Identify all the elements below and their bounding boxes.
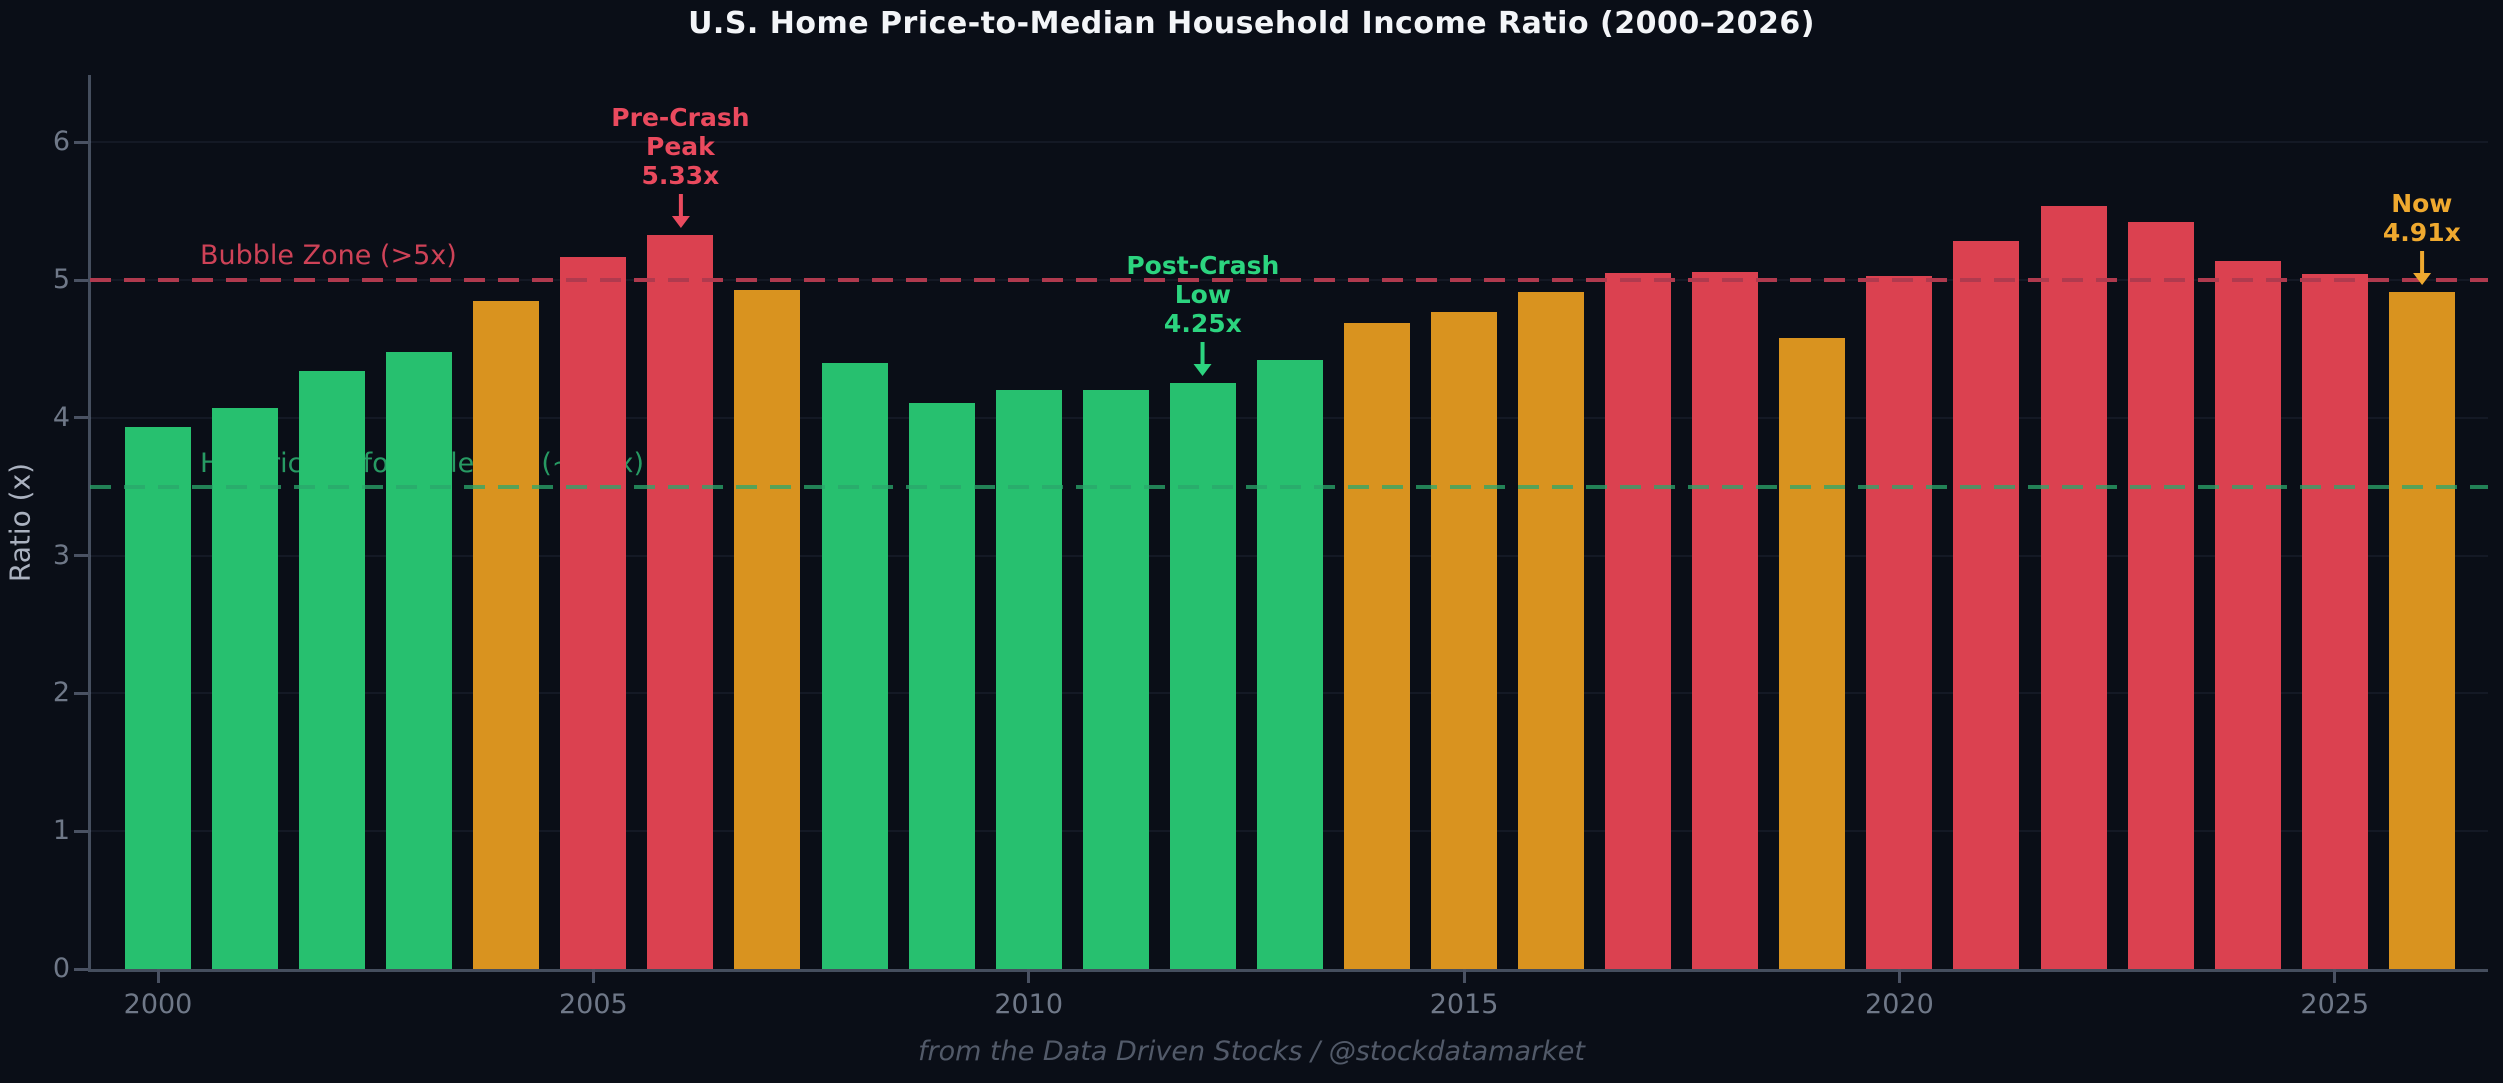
bar-2024	[2214, 260, 2281, 969]
annotation-line: Now	[2391, 189, 2453, 219]
chart-title: U.S. Home Price-to-Median Household Inco…	[688, 6, 1815, 41]
bar-2007	[734, 289, 801, 969]
x-tick-mark	[1897, 969, 1901, 983]
y-tick-label: 5	[52, 264, 70, 295]
y-tick-label: 2	[52, 677, 70, 709]
bar-2014	[1343, 322, 1410, 969]
y-tick-label: 1	[52, 815, 70, 847]
y-tick-label: 0	[52, 953, 70, 984]
y-tick-mark	[74, 554, 88, 558]
bar-2006	[647, 234, 714, 969]
y-axis-label: Ratio (x)	[3, 462, 37, 583]
annotation-line: Peak	[646, 131, 715, 161]
bar-2017	[1605, 273, 1672, 969]
gridline	[90, 141, 2488, 144]
y-tick-mark	[74, 416, 88, 420]
x-tick-mark	[156, 969, 160, 983]
down-arrow-head-icon	[671, 215, 690, 228]
annotation-line: Low	[1174, 280, 1231, 310]
bubble-zone-label: Bubble Zone (>5x)	[200, 240, 457, 271]
bar-2013	[1256, 359, 1323, 969]
bar-2015	[1431, 311, 1498, 969]
down-arrow-head-icon	[1193, 364, 1212, 377]
down-arrow-head-icon	[2412, 273, 2431, 286]
x-tick-mark	[591, 969, 595, 983]
bubble-zone-line	[90, 278, 2488, 282]
bar-2023	[2127, 222, 2194, 969]
x-tick-mark	[1462, 969, 1466, 983]
x-tick-label: 2010	[994, 989, 1064, 1020]
bar-2016	[1518, 292, 1585, 969]
bar-2019	[1779, 337, 1846, 969]
x-tick-label: 2000	[123, 989, 193, 1020]
y-tick-mark	[74, 140, 88, 144]
affordable-avg-line	[90, 484, 2488, 489]
x-tick-label: 2015	[1429, 989, 1499, 1020]
bar-2011	[1082, 390, 1149, 969]
annotation-line: 4.91x	[2382, 218, 2461, 248]
attribution-text: from the Data Driven Stocks / @stockdata…	[918, 1036, 1585, 1067]
bar-2025	[2301, 274, 2368, 969]
bar-2000	[125, 427, 191, 969]
x-tick-label: 2005	[558, 989, 628, 1020]
y-tick-mark	[74, 829, 88, 833]
bar-2010	[995, 390, 1062, 969]
y-axis-spine	[88, 75, 91, 972]
annotation-line: 5.33x	[641, 160, 720, 190]
annotation-pre-crash-peak: Pre-Crash Peak 5.33x	[611, 102, 750, 228]
x-tick-label: 2020	[1865, 989, 1934, 1020]
down-arrow-icon	[678, 193, 683, 216]
down-arrow-icon	[1200, 342, 1205, 365]
x-axis-spine	[88, 969, 2488, 972]
bar-2018	[1692, 271, 1759, 969]
annotation-now: Now 4.91x	[2382, 189, 2461, 286]
x-tick-label: 2025	[2300, 989, 2370, 1020]
y-tick-mark	[74, 967, 88, 971]
annotation-line: Post-Crash	[1126, 251, 1280, 281]
bar-2009	[908, 402, 975, 969]
bar-2022	[2040, 205, 2107, 969]
y-tick-mark	[74, 278, 88, 282]
y-tick-mark	[74, 691, 88, 695]
y-tick-label: 3	[52, 539, 70, 571]
bar-2004	[473, 300, 540, 969]
bar-2020	[1866, 275, 1933, 969]
bar-2002	[299, 370, 366, 969]
down-arrow-icon	[2419, 251, 2424, 274]
x-tick-mark	[2333, 969, 2337, 983]
y-tick-label: 4	[52, 401, 70, 433]
bar-2008	[821, 362, 888, 969]
x-tick-mark	[1027, 969, 1031, 983]
annotation-post-crash-low: Post-Crash Low 4.25x	[1126, 251, 1280, 377]
y-tick-label: 6	[52, 126, 70, 158]
annotation-line: 4.25x	[1163, 309, 1242, 339]
annotation-line: Pre-Crash	[611, 102, 750, 132]
bar-2012	[1169, 383, 1236, 969]
bar-2003	[386, 351, 453, 969]
bar-2026	[2388, 292, 2455, 969]
bar-2005	[560, 256, 627, 969]
bar-2001	[212, 408, 279, 969]
bar-2021	[1953, 241, 2020, 969]
